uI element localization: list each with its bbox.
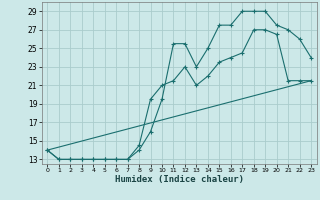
X-axis label: Humidex (Indice chaleur): Humidex (Indice chaleur) [115,175,244,184]
